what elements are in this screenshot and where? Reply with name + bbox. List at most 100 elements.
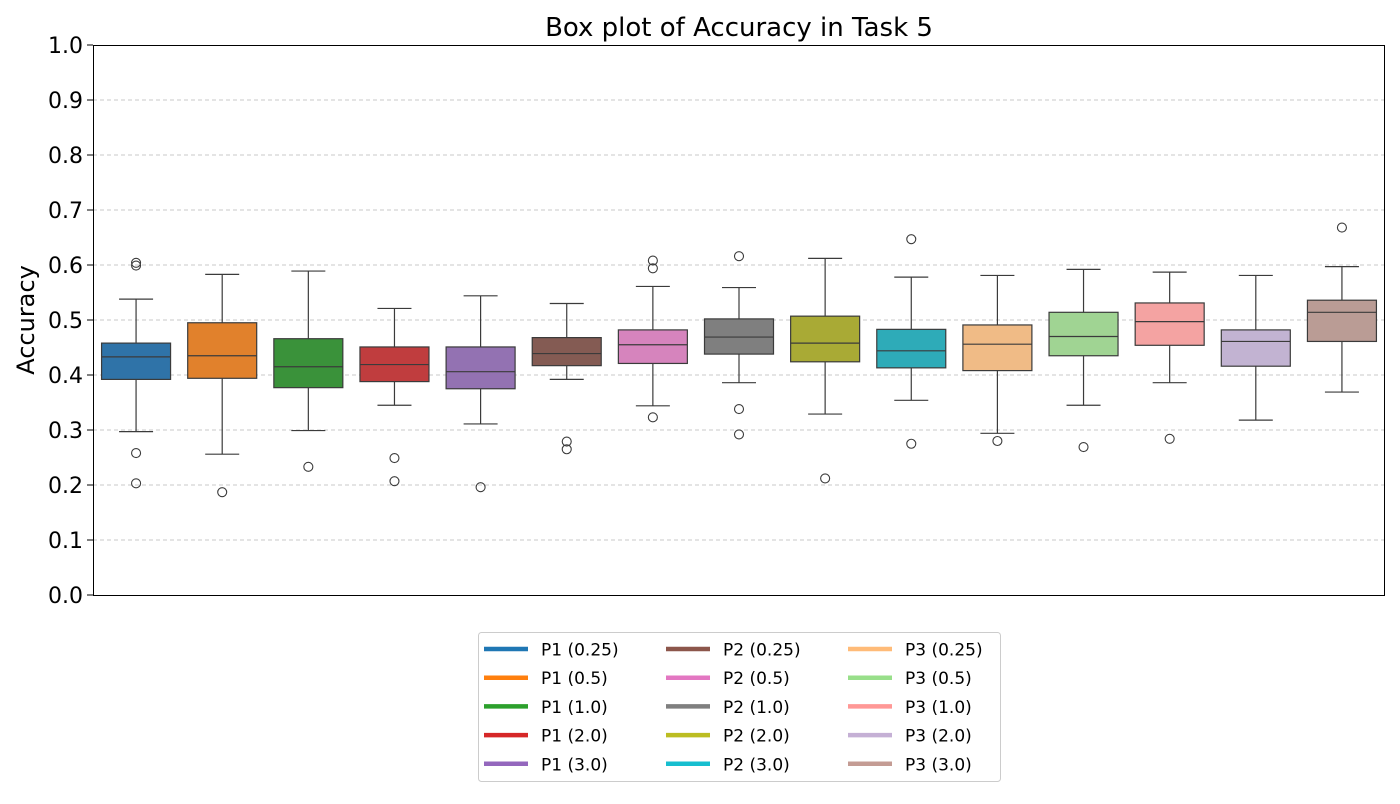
legend-label: P2 (3.0) [723, 755, 790, 775]
legend-item: P3 (0.5) [848, 669, 972, 689]
box-iqr [273, 338, 344, 389]
legend-label: P3 (0.5) [905, 669, 972, 689]
legend-item: P3 (1.0) [848, 698, 972, 718]
legend-item: P1 (2.0) [484, 727, 608, 747]
y-axis-ticks: 0.0 0.1 0.2 0.3 0.4 0.5 0.6 0.7 0.8 0.9 1.0 [48, 34, 93, 609]
box-series-group [100, 222, 1378, 498]
outlier-point [131, 257, 142, 268]
box-iqr [445, 346, 516, 390]
outlier-point [647, 263, 658, 274]
box-iqr [876, 328, 947, 369]
legend-item: P2 (1.0) [666, 698, 790, 718]
outlier-point [475, 482, 486, 493]
legend-label: P3 (2.0) [905, 727, 972, 747]
legend-label: P1 (3.0) [541, 755, 608, 775]
y-axis-label: Accuracy [12, 265, 40, 375]
box-iqr [1220, 329, 1291, 367]
box-11 [962, 274, 1033, 447]
y-tick-label: 0.7 [48, 199, 83, 224]
legend: P1 (0.25) P1 (0.5) P1 (1.0) P1 (2.0) P1 (3.0… [478, 632, 1001, 782]
chart-title: Box plot of Accuracy in Task 5 [545, 13, 933, 43]
box-iqr [617, 329, 688, 365]
outlier-point [906, 234, 917, 245]
outlier-point [561, 444, 572, 455]
y-tick-label: 0.8 [48, 144, 83, 169]
legend-label: P2 (0.5) [723, 669, 790, 689]
legend-item: P3 (2.0) [848, 727, 972, 747]
box-15 [1306, 222, 1378, 393]
outlier-point [906, 438, 917, 449]
plot-frame [93, 45, 1385, 596]
outlier-point [733, 404, 745, 415]
box-13 [1134, 271, 1205, 444]
box-iqr [790, 315, 861, 363]
y-tick-label: 0.4 [48, 364, 83, 389]
outlier-point [217, 487, 228, 498]
outlier-point [647, 255, 658, 266]
box-2 [187, 273, 258, 498]
legend-label: P1 (2.0) [541, 727, 608, 747]
y-tick-label: 0.0 [48, 584, 83, 609]
legend-item: P2 (0.5) [666, 669, 790, 689]
outlier-point [733, 429, 745, 440]
box-4 [359, 307, 430, 487]
legend-label: P3 (0.25) [905, 641, 983, 661]
outlier-point [389, 476, 400, 487]
y-tick-label: 0.5 [48, 309, 83, 334]
legend-item: P3 (0.25) [848, 641, 983, 661]
legend-item: P1 (3.0) [484, 755, 608, 775]
y-tick-label: 0.1 [48, 529, 83, 554]
legend-item: P1 (0.5) [484, 669, 608, 689]
box-iqr [187, 322, 258, 379]
outlier-point [647, 412, 658, 423]
outlier-point [131, 260, 142, 271]
outlier-point [1336, 222, 1347, 233]
box-8 [703, 251, 775, 440]
outlier-point [992, 435, 1003, 447]
box-7 [617, 255, 688, 423]
outlier-point [1078, 441, 1089, 453]
legend-item: P1 (1.0) [484, 698, 608, 718]
legend-label: P2 (2.0) [723, 727, 790, 747]
box-iqr [1134, 302, 1205, 346]
legend-frame [478, 632, 1001, 782]
box-1 [100, 257, 172, 489]
legend-label: P2 (1.0) [723, 698, 790, 718]
outlier-point [389, 452, 400, 464]
legend-label: P2 (0.25) [723, 641, 801, 661]
legend-item: P3 (3.0) [848, 755, 972, 775]
box-iqr [962, 324, 1033, 372]
outlier-point [561, 436, 572, 447]
outlier-point [131, 448, 142, 459]
box-10 [876, 234, 947, 449]
box-iqr [100, 342, 172, 381]
box-iqr [531, 337, 602, 367]
outlier-point [131, 478, 142, 489]
outlier-point [820, 473, 831, 484]
box-12 [1048, 268, 1119, 453]
legend-item: P2 (0.25) [666, 641, 801, 661]
legend-label: P1 (0.5) [541, 669, 608, 689]
box-iqr [1306, 299, 1378, 343]
box-14 [1220, 274, 1291, 421]
y-tick-label: 0.2 [48, 474, 83, 499]
outlier-point [303, 461, 314, 472]
y-tick-label: 0.6 [48, 254, 83, 279]
legend-label: P1 (1.0) [541, 698, 608, 718]
legend-item: P2 (2.0) [666, 727, 790, 747]
y-tick-label: 0.9 [48, 89, 83, 114]
box-5 [445, 295, 516, 493]
box-9 [790, 257, 861, 484]
box-iqr [1048, 311, 1119, 357]
box-6 [531, 302, 602, 455]
legend-label: P1 (0.25) [541, 641, 619, 661]
box-3 [273, 270, 344, 472]
y-tick-label: 1.0 [48, 34, 83, 59]
legend-item: P2 (3.0) [666, 755, 790, 775]
outlier-point [1164, 433, 1175, 444]
y-tick-label: 0.3 [48, 419, 83, 444]
outlier-point [733, 251, 745, 262]
legend-label: P3 (3.0) [905, 755, 972, 775]
